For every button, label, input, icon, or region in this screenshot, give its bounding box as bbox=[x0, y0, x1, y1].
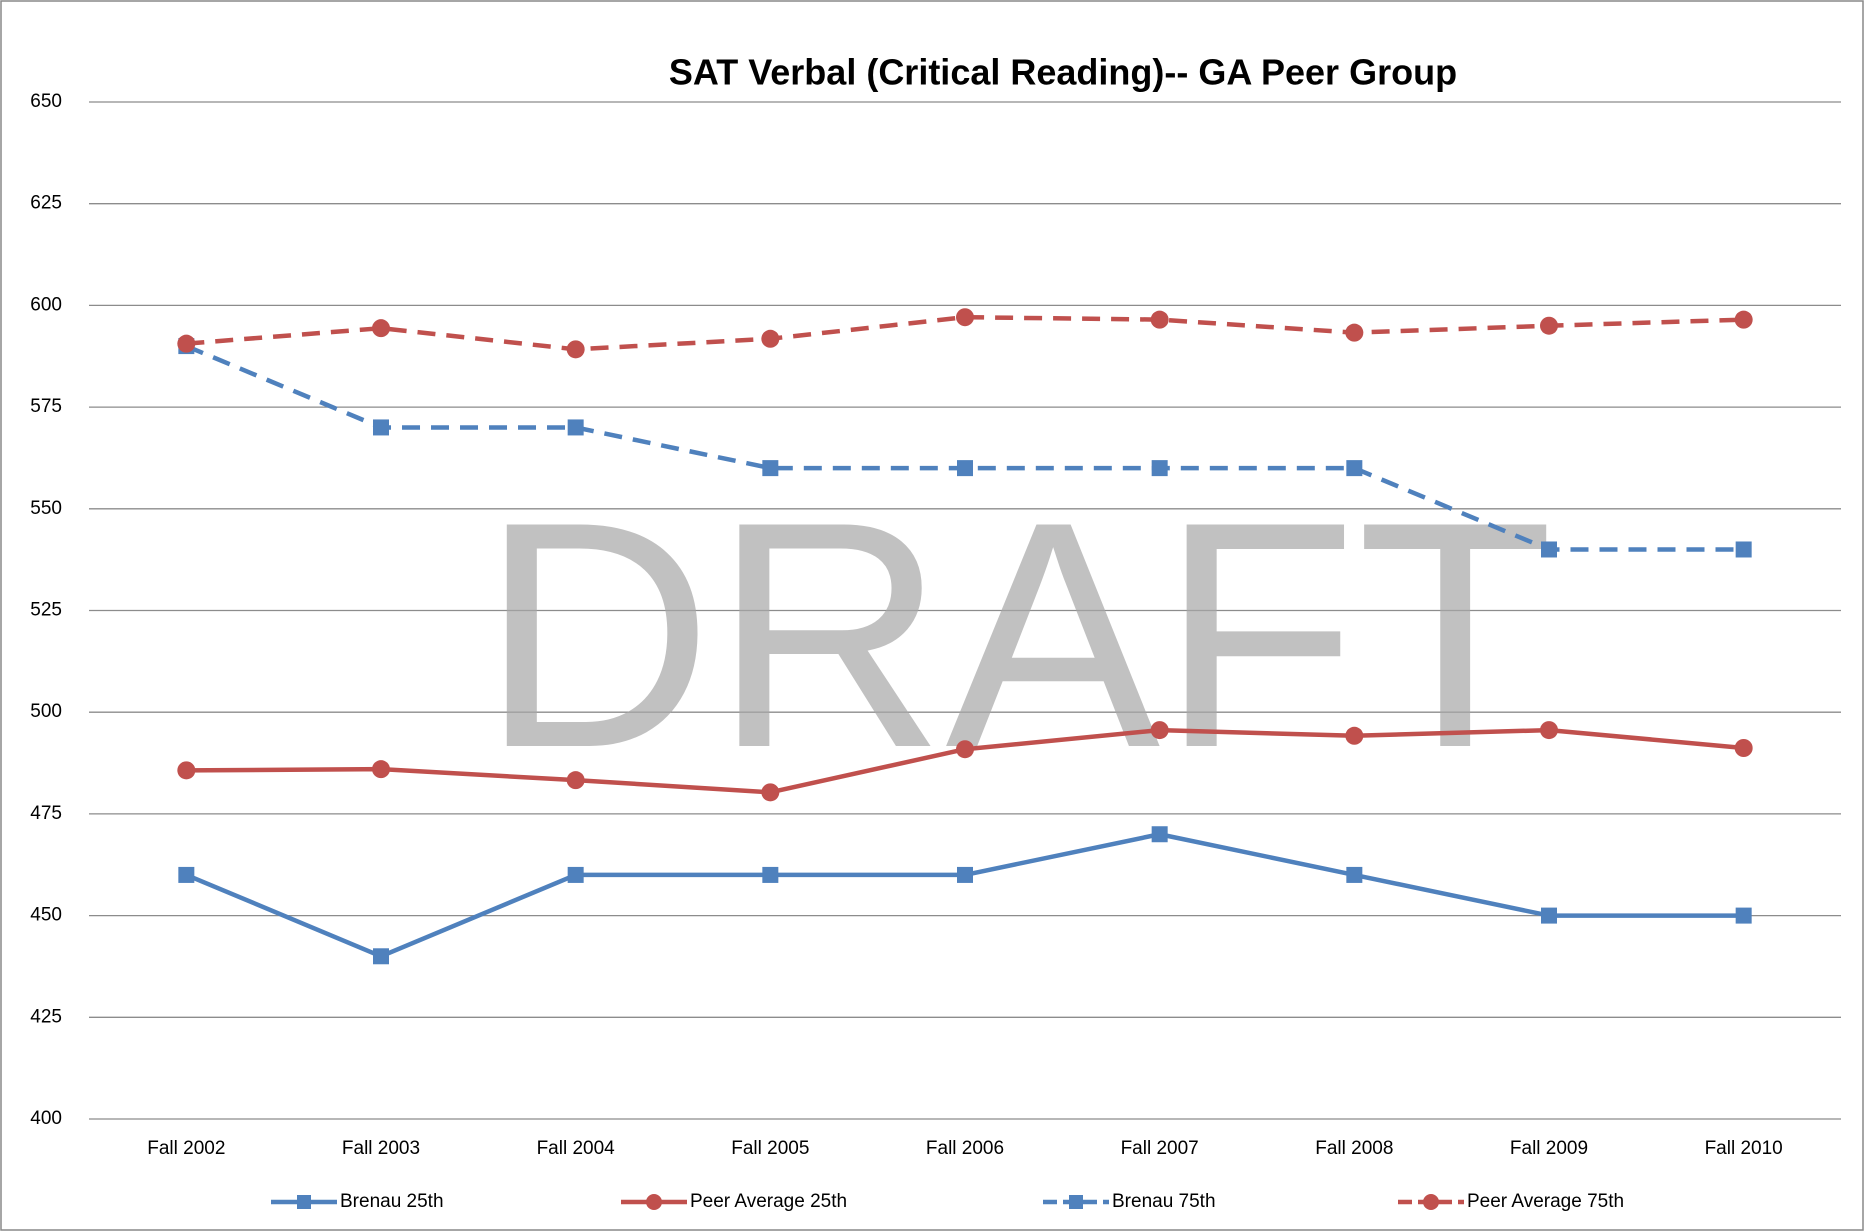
marker bbox=[1540, 316, 1558, 335]
marker bbox=[566, 771, 585, 790]
legend-entry: Peer Average 25th bbox=[621, 1191, 847, 1212]
legend-label: Peer Average 75th bbox=[1467, 1191, 1624, 1212]
y-tick-label: 425 bbox=[30, 1006, 62, 1027]
marker bbox=[178, 866, 195, 883]
legend-entry: Brenau 25th bbox=[271, 1191, 444, 1212]
marker bbox=[761, 783, 780, 802]
x-tick-label: Fall 2006 bbox=[926, 1138, 1004, 1159]
marker bbox=[1151, 826, 1168, 843]
marker bbox=[762, 866, 779, 883]
marker bbox=[1151, 460, 1168, 477]
x-tick-label: Fall 2008 bbox=[1315, 1138, 1393, 1159]
marker bbox=[957, 866, 973, 883]
marker bbox=[1345, 323, 1364, 342]
legend-entry: Brenau 75th bbox=[1043, 1191, 1216, 1212]
marker bbox=[1540, 721, 1558, 740]
marker bbox=[1346, 866, 1363, 883]
x-tick-label: Fall 2002 bbox=[147, 1138, 225, 1159]
marker bbox=[1735, 907, 1752, 924]
marker bbox=[373, 948, 389, 965]
legend-label: Peer Average 25th bbox=[690, 1191, 847, 1212]
x-tick-label: Fall 2005 bbox=[731, 1138, 809, 1159]
x-tick-label: Fall 2004 bbox=[537, 1138, 616, 1159]
x-tick-label: Fall 2007 bbox=[1121, 1138, 1199, 1159]
x-tick-label: Fall 2003 bbox=[342, 1138, 420, 1159]
marker bbox=[1346, 460, 1363, 477]
marker bbox=[372, 319, 390, 338]
marker bbox=[1735, 541, 1752, 558]
legend-marker bbox=[297, 1195, 311, 1209]
marker bbox=[761, 329, 780, 348]
y-tick-label: 400 bbox=[30, 1108, 62, 1129]
x-tick-label: Fall 2009 bbox=[1510, 1138, 1588, 1159]
marker bbox=[1150, 310, 1169, 329]
x-tick-label: Fall 2010 bbox=[1705, 1138, 1783, 1159]
marker bbox=[567, 866, 584, 883]
y-tick-label: 525 bbox=[30, 600, 62, 621]
marker bbox=[566, 340, 585, 359]
marker bbox=[373, 419, 389, 436]
y-tick-label: 500 bbox=[30, 701, 62, 722]
legend-label: Brenau 75th bbox=[1112, 1191, 1216, 1212]
y-tick-label: 650 bbox=[30, 91, 62, 112]
marker bbox=[956, 308, 974, 327]
y-tick-label: 600 bbox=[30, 294, 62, 315]
marker bbox=[1541, 541, 1557, 558]
marker bbox=[567, 419, 584, 436]
legend-label: Brenau 25th bbox=[340, 1191, 444, 1212]
legend-marker bbox=[646, 1194, 662, 1210]
marker bbox=[1150, 721, 1169, 740]
y-tick-label: 450 bbox=[30, 905, 62, 926]
marker bbox=[177, 761, 196, 780]
y-tick-label: 625 bbox=[30, 193, 62, 214]
y-tick-label: 575 bbox=[30, 396, 62, 417]
legend-marker bbox=[1423, 1194, 1439, 1210]
marker bbox=[1541, 907, 1557, 924]
marker bbox=[1345, 726, 1364, 745]
marker bbox=[956, 740, 974, 759]
marker bbox=[1734, 738, 1753, 757]
marker bbox=[957, 460, 973, 477]
marker bbox=[1734, 310, 1753, 329]
y-tick-label: 475 bbox=[30, 803, 62, 824]
chart-title: SAT Verbal (Critical Reading)-- GA Peer … bbox=[669, 52, 1457, 93]
watermark: DRAFT bbox=[480, 456, 1553, 815]
legend-marker bbox=[1069, 1195, 1083, 1209]
marker bbox=[372, 760, 390, 779]
marker bbox=[177, 334, 196, 353]
legend-entry: Peer Average 75th bbox=[1398, 1191, 1624, 1212]
y-tick-label: 550 bbox=[30, 498, 62, 519]
marker bbox=[762, 460, 779, 477]
